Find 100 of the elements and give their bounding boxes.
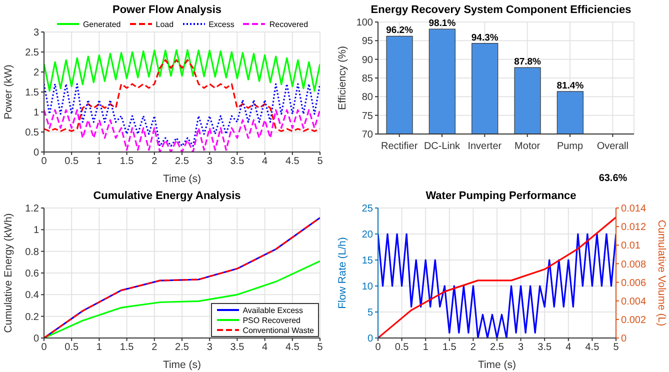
y-tick-label: 0.6 xyxy=(25,268,40,280)
text: 63.6% xyxy=(598,173,628,184)
x-tick-label: Motor xyxy=(514,141,541,152)
y-tick-label: 20 xyxy=(362,230,374,241)
data-label: 94.3% xyxy=(471,32,499,44)
y-tick-label: 10 xyxy=(362,282,374,293)
y-tick-label: 90 xyxy=(362,54,374,66)
x-tick-label: 2.5 xyxy=(175,342,190,354)
y-tick-label: 5 xyxy=(367,308,374,319)
y-tick-label: 1 xyxy=(33,225,40,236)
chart-title: Water Pumping Performance xyxy=(424,190,578,202)
x-tick-label: 1.5 xyxy=(442,342,457,354)
x-tick-label: 3.5 xyxy=(230,342,245,354)
y-tick-label: 0 xyxy=(33,334,40,345)
legend-label: Recovered xyxy=(269,20,308,28)
x-tick-label: 1.5 xyxy=(120,156,134,168)
x-tick-label: 3 xyxy=(206,156,213,168)
y2-tick-label: 0.002 xyxy=(621,314,646,326)
y-tick-label: 70 xyxy=(362,130,374,141)
x-tick-label: Inverter xyxy=(468,141,502,152)
chart-title: Energy Recovery System Component Efficiencies xyxy=(370,4,632,16)
chart-title: Cumulative Energy Analysis xyxy=(92,190,242,202)
x-tick-label: 3.5 xyxy=(230,156,245,168)
y-tick-label: 2.5 xyxy=(25,48,40,59)
legend-label: Conventional Waste xyxy=(242,326,314,334)
y-tick-label: 1 xyxy=(33,108,40,119)
y2-tick-label: 0.006 xyxy=(621,278,646,289)
y-axis-title: Efficiency (%) xyxy=(336,46,349,110)
x-tick-label: 1 xyxy=(422,342,429,354)
x-tick-label: 3.5 xyxy=(538,342,552,354)
x-tick-label: Overall xyxy=(596,141,629,152)
x-tick-label: 0.5 xyxy=(64,342,79,354)
x-tick-label: 3 xyxy=(518,342,524,354)
x-tick-label: 0 xyxy=(375,342,382,354)
x-tick-label: 2 xyxy=(152,342,158,354)
y-tick-label: 0.5 xyxy=(25,128,40,139)
x-tick-label: 4 xyxy=(262,156,268,168)
x-tick-label: 1 xyxy=(96,342,102,354)
x-tick-label: 5 xyxy=(317,342,324,354)
y-axis-title: Cumulative Energy (kWh) xyxy=(2,213,15,333)
y-tick-label: 25 xyxy=(362,204,374,215)
legend-label: Excess xyxy=(208,20,234,28)
x-tick-label: 2 xyxy=(152,156,158,168)
chart-title: Power Flow Analysis xyxy=(111,4,222,16)
x-tick-label: 4 xyxy=(566,342,572,354)
data-label: 81.4% xyxy=(556,80,584,92)
y-axis-title: Power (kW) xyxy=(2,64,15,120)
x-tick-label: 1 xyxy=(96,156,102,168)
y-tick-label: 0.2 xyxy=(25,312,40,323)
y-tick-label: 1.5 xyxy=(25,88,40,99)
y-tick-label: 100 xyxy=(356,18,374,29)
x-tick-label: 1.5 xyxy=(120,342,134,354)
x-axis-title: Time (s) xyxy=(162,359,202,371)
y-tick-label: 0.4 xyxy=(25,290,40,302)
y2-tick-label: 0.012 xyxy=(621,222,646,234)
y2-tick-label: 0 xyxy=(621,334,627,345)
x-tick-label: 0 xyxy=(41,156,48,168)
y-tick-label: 0 xyxy=(367,334,374,345)
x-tick-label: 4 xyxy=(262,342,268,354)
x-tick-label: 5 xyxy=(317,156,324,168)
x-tick-label: 4.5 xyxy=(285,342,300,354)
y2-tick-label: 0.01 xyxy=(621,240,641,252)
legend-label: Generated xyxy=(82,20,121,28)
y2-tick-label: 0.014 xyxy=(621,204,646,215)
line-series xyxy=(44,59,320,132)
x-tick-label: 3 xyxy=(206,342,213,354)
legend-label: PSO Recovered xyxy=(242,316,301,324)
x-tick-label: 5 xyxy=(613,342,620,354)
y2-tick-label: 0.004 xyxy=(621,296,646,308)
x-tick-label: 2.5 xyxy=(490,342,504,354)
y-tick-label: 0.8 xyxy=(25,246,40,258)
x-tick-label: 4.5 xyxy=(585,342,600,354)
y-tick-label: 95 xyxy=(362,36,374,48)
y-tick-label: 75 xyxy=(362,110,374,122)
x-axis-title: Time (s) xyxy=(478,359,516,371)
x-tick-label: 0.5 xyxy=(64,156,79,168)
legend-label: Available Excess xyxy=(242,306,304,314)
line-series xyxy=(44,49,320,92)
data-label: 98.1% xyxy=(428,18,456,30)
y-tick-label: 85 xyxy=(362,74,374,85)
x-axis-title: Time (s) xyxy=(162,173,202,185)
x-tick-label: Pump xyxy=(556,141,584,152)
y-axis-title: Flow Rate (L/h) xyxy=(336,237,349,309)
y2-axis-title: Cumulative Volume (L) xyxy=(655,220,668,326)
legend-label: Load xyxy=(156,20,174,28)
data-label: 87.8% xyxy=(514,56,542,68)
y-tick-label: 3 xyxy=(33,28,40,39)
x-tick-label: 0.5 xyxy=(394,342,410,354)
x-tick-label: Rectifier xyxy=(380,141,418,152)
line-series xyxy=(44,83,320,147)
x-tick-label: DC-Link xyxy=(424,141,462,152)
y-tick-label: 2 xyxy=(33,68,40,79)
y-tick-label: 15 xyxy=(362,256,374,267)
y-tick-label: 1.2 xyxy=(25,204,40,215)
x-tick-label: 2 xyxy=(470,342,476,354)
x-tick-label: 2.5 xyxy=(175,156,190,168)
y-tick-label: 80 xyxy=(362,92,374,104)
x-tick-label: 0 xyxy=(41,342,48,354)
data-label: 96.2% xyxy=(386,25,414,36)
x-tick-label: 4.5 xyxy=(285,156,300,168)
